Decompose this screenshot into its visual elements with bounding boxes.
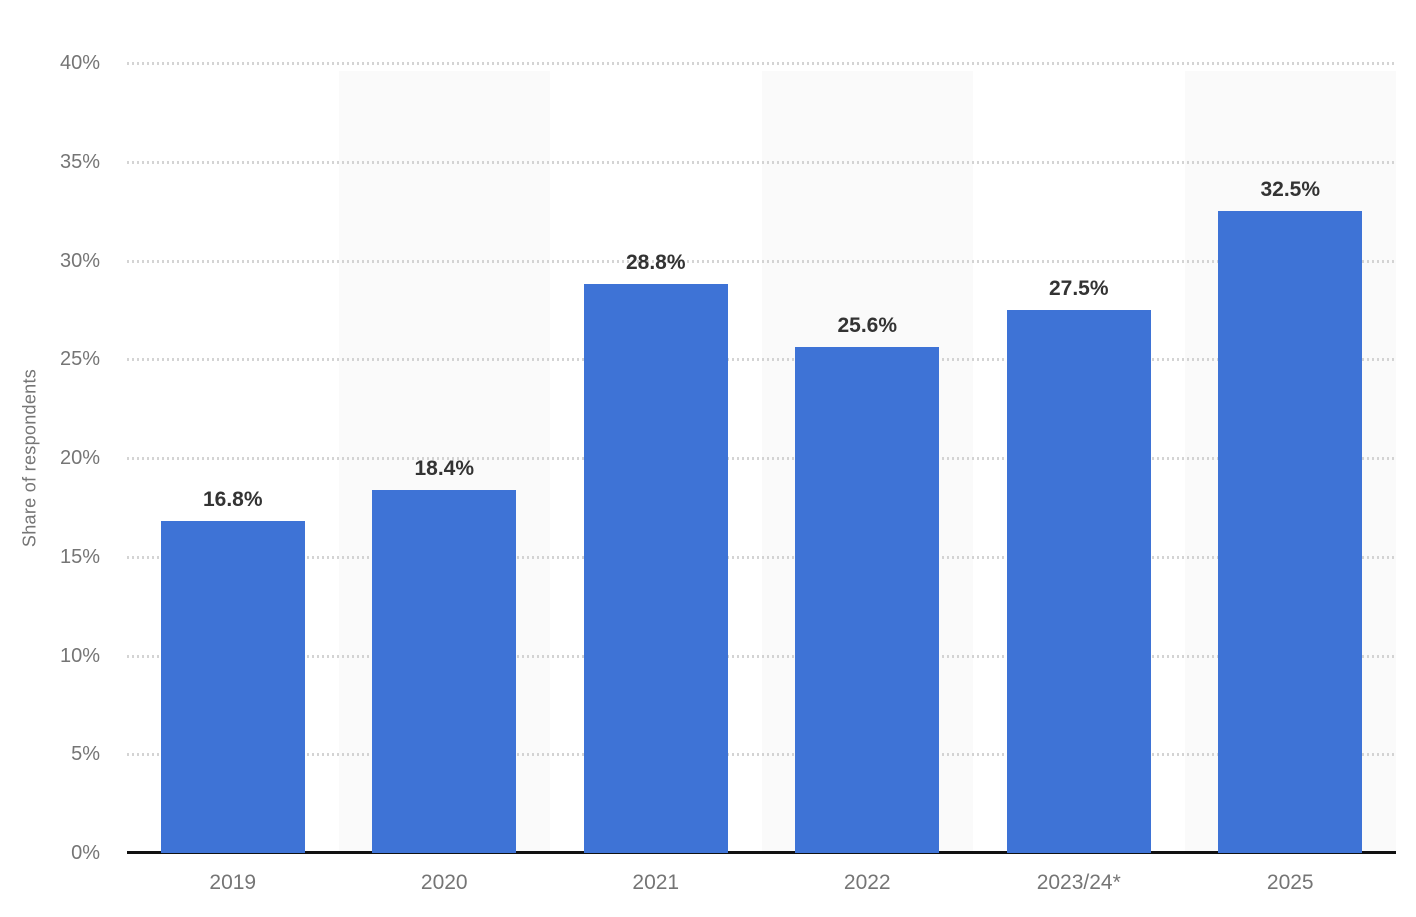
gridline — [127, 457, 1396, 460]
y-tick-label: 0% — [71, 842, 100, 864]
gridline — [127, 654, 1396, 658]
bar-2022 — [795, 347, 940, 853]
bar-value-label: 25.6% — [837, 314, 898, 338]
y-tick-label: 35% — [59, 150, 100, 173]
gridline — [127, 358, 1396, 362]
x-tick-label: 2020 — [420, 871, 468, 894]
x-tick-label: 2019 — [209, 871, 257, 894]
y-tick-label: 30% — [59, 249, 100, 272]
gridline — [127, 259, 1396, 263]
plot-area: 16.8% 18.4% 28.8% 25.6% 27.5% 32.5% — [127, 62, 1396, 854]
bar-value-label: 27.5% — [1048, 276, 1109, 300]
x-tick-label: 2025 — [1266, 871, 1314, 894]
x-tick-label: 2021 — [632, 871, 680, 894]
bar-2020 — [372, 489, 517, 853]
x-tick-label: 2023/24* — [1036, 871, 1121, 894]
y-tick-label: 15% — [59, 545, 100, 568]
bar-value-label: 28.8% — [625, 251, 686, 275]
y-tick-label: 25% — [59, 348, 100, 371]
gridline — [127, 753, 1396, 757]
y-tick-label: 20% — [59, 447, 100, 469]
y-tick-label: 40% — [59, 52, 100, 74]
y-tick-label: 5% — [71, 743, 100, 766]
x-axis-line — [127, 851, 1396, 854]
gridline — [127, 555, 1396, 559]
bar-value-label: 32.5% — [1260, 178, 1321, 202]
gridline — [127, 160, 1396, 164]
gridline — [127, 62, 1396, 65]
x-tick-label: 2022 — [843, 871, 891, 894]
bar-value-label: 18.4% — [414, 456, 475, 480]
y-tick-label: 10% — [59, 644, 100, 667]
bar-2023/24* — [1006, 309, 1151, 853]
bar-2021 — [583, 284, 728, 853]
bar-2025 — [1218, 211, 1363, 853]
bar-value-label: 16.8% — [202, 488, 263, 512]
bar-2019 — [160, 521, 305, 853]
